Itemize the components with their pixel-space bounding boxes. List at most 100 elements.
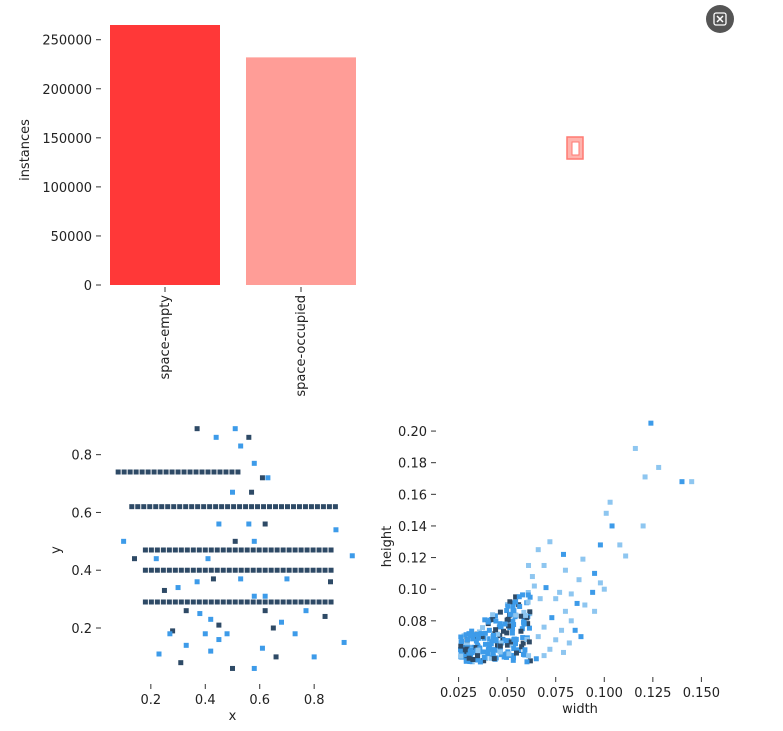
density-cell <box>326 504 332 510</box>
wh-heatmap: 0.025 0.050 0.075 0.100 0.125 0.150 0.06 0.08 0.… <box>380 420 720 717</box>
density-cell <box>520 640 526 646</box>
density-cell <box>511 608 517 614</box>
density-cell <box>115 469 121 475</box>
x-axis-label: x <box>229 709 237 724</box>
density-cell <box>292 547 298 553</box>
density-cell <box>574 600 580 606</box>
density-cell <box>511 636 517 642</box>
density-cell <box>497 609 503 615</box>
density-cell <box>656 464 662 470</box>
density-cell <box>462 652 468 658</box>
density-cell <box>268 599 274 605</box>
density-cell <box>458 653 464 659</box>
close-button[interactable] <box>706 5 734 33</box>
box-preview-panel <box>566 136 584 160</box>
density-cell <box>178 660 184 666</box>
density-cell <box>153 556 159 562</box>
density-cell <box>127 469 133 475</box>
density-cell <box>518 613 524 619</box>
density-cell <box>463 632 469 638</box>
density-cell <box>475 657 481 663</box>
density-cell <box>506 623 512 629</box>
density-cell <box>527 658 533 664</box>
density-cell <box>172 567 178 573</box>
density-cell <box>508 619 514 625</box>
density-cell <box>506 651 512 657</box>
density-cell <box>199 469 205 475</box>
density-cell <box>160 547 166 553</box>
density-cell <box>302 504 308 510</box>
density-cell <box>320 504 326 510</box>
density-cell <box>527 609 533 615</box>
density-cell <box>592 570 598 576</box>
density-cell <box>151 469 157 475</box>
density-cell <box>500 628 506 634</box>
density-cell <box>251 460 257 466</box>
density-cell <box>498 624 504 630</box>
bar-chart: space-empty space-occupied 0 50000 100000 150… <box>18 25 356 397</box>
density-cell <box>208 648 214 654</box>
x-tick-label: 0.025 <box>440 686 477 701</box>
density-cell <box>328 547 334 553</box>
density-cell <box>208 567 214 573</box>
density-cell <box>262 547 268 553</box>
x-tick-label: 0.6 <box>249 693 270 708</box>
density-cell <box>237 504 243 510</box>
density-cell <box>280 599 286 605</box>
density-cell <box>224 631 230 637</box>
y-tick-label: 0.18 <box>398 457 427 472</box>
density-cell <box>607 499 613 505</box>
close-icon <box>713 12 727 26</box>
density-cell <box>617 542 623 548</box>
density-cell <box>262 567 268 573</box>
x-tick-label: 0.050 <box>489 686 526 701</box>
density-cell <box>166 599 172 605</box>
density-cell <box>582 602 588 608</box>
density-cell <box>504 630 510 636</box>
density-cell <box>187 469 193 475</box>
density-cell <box>178 567 184 573</box>
density-cell <box>522 647 528 653</box>
density-cell <box>504 617 510 623</box>
y-tick-label: 0.12 <box>398 552 427 567</box>
y-tick-label: 0.2 <box>71 622 92 637</box>
density-cell <box>232 538 238 544</box>
density-cell <box>196 547 202 553</box>
density-cell <box>194 579 200 585</box>
density-cell <box>226 567 232 573</box>
xy-heatmap: 0.2 0.4 0.6 0.8 0.2 0.4 0.6 0.8 x y <box>49 426 355 724</box>
density-cell <box>485 647 491 653</box>
density-cell <box>121 469 127 475</box>
density-cell <box>491 632 497 638</box>
density-cell <box>243 504 249 510</box>
density-cell <box>541 653 547 659</box>
x-tick-label: 0.2 <box>140 693 161 708</box>
x-tick-label: 0.100 <box>586 686 623 701</box>
density-cell <box>178 599 184 605</box>
density-cell <box>526 562 532 568</box>
density-cell <box>207 504 213 510</box>
density-cell <box>132 556 137 562</box>
density-cell <box>316 547 322 553</box>
density-cell <box>216 521 222 527</box>
density-cell <box>463 657 469 663</box>
density-cell <box>256 567 262 573</box>
density-cell <box>517 603 523 609</box>
density-cell <box>510 601 516 607</box>
y-tick-label: 0.14 <box>398 520 427 535</box>
density-cell <box>310 547 316 553</box>
density-cell <box>251 538 257 544</box>
y-tick-label: 200000 <box>42 83 92 98</box>
density-cell <box>562 567 568 573</box>
density-cell <box>482 630 488 636</box>
density-cell <box>172 599 178 605</box>
density-cell <box>481 658 487 664</box>
density-cell <box>526 639 532 645</box>
x-tick-label: 0.4 <box>195 693 216 708</box>
density-cell <box>632 445 638 451</box>
density-cell <box>322 599 328 605</box>
density-cell <box>298 547 304 553</box>
density-cell <box>262 599 268 605</box>
density-cell <box>491 656 497 662</box>
